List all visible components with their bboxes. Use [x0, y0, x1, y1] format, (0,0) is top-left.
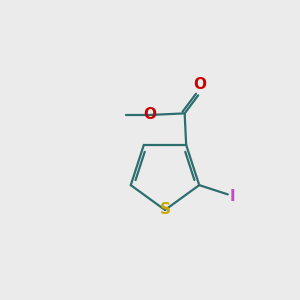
Text: O: O — [193, 77, 206, 92]
Text: I: I — [230, 189, 236, 204]
Text: S: S — [160, 202, 170, 217]
Text: O: O — [144, 107, 157, 122]
